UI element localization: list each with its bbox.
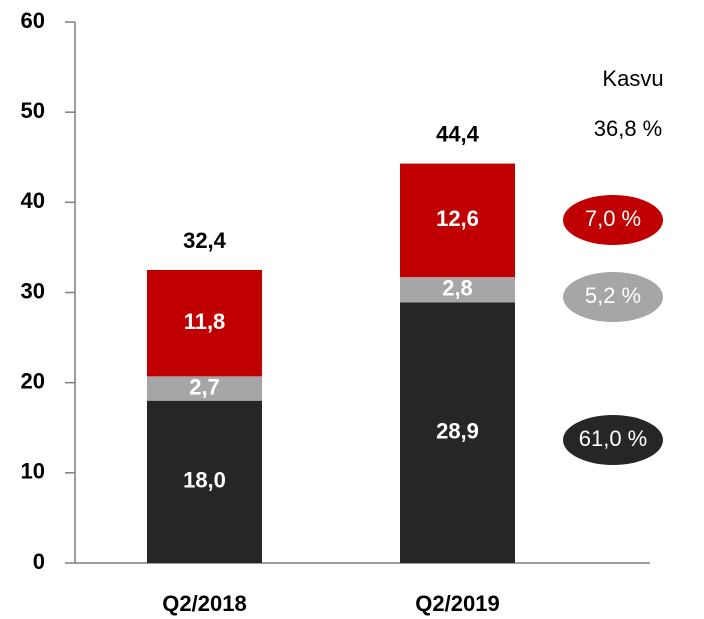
growth-label: 7,0 % xyxy=(585,206,641,231)
value-label: 18,0 xyxy=(183,468,226,493)
growth-badge xyxy=(563,272,663,322)
y-tick-label: 60 xyxy=(21,8,45,33)
bar-segment xyxy=(147,269,262,377)
growth-label: 61,0 % xyxy=(579,426,648,451)
y-tick-label: 40 xyxy=(21,188,45,213)
bar-segment xyxy=(147,400,262,563)
bar-segment xyxy=(400,277,515,303)
value-label: 28,9 xyxy=(436,419,479,444)
y-tick-label: 50 xyxy=(21,98,45,123)
value-label: 12,6 xyxy=(436,206,479,231)
y-tick-label: 10 xyxy=(21,459,45,484)
bar-segment xyxy=(400,163,515,278)
value-label: 2,8 xyxy=(442,276,473,301)
growth-title: Kasvu xyxy=(602,66,663,91)
growth-badge xyxy=(563,195,663,245)
y-tick-label: 30 xyxy=(21,278,45,303)
growth-label: 5,2 % xyxy=(585,283,641,308)
value-label: 11,8 xyxy=(184,309,226,334)
growth-total: 36,8 % xyxy=(594,116,663,141)
x-tick-label: Q2/2019 xyxy=(415,591,499,616)
bar-segment xyxy=(147,376,262,401)
total-label: 44,4 xyxy=(436,121,480,146)
value-label: 2,7 xyxy=(189,374,220,399)
x-tick-label: Q2/2018 xyxy=(162,591,246,616)
y-tick-label: 0 xyxy=(33,549,45,574)
growth-badge xyxy=(563,415,663,465)
total-label: 32,4 xyxy=(183,228,227,253)
y-tick-label: 20 xyxy=(21,368,45,393)
bar-segment xyxy=(400,302,515,563)
